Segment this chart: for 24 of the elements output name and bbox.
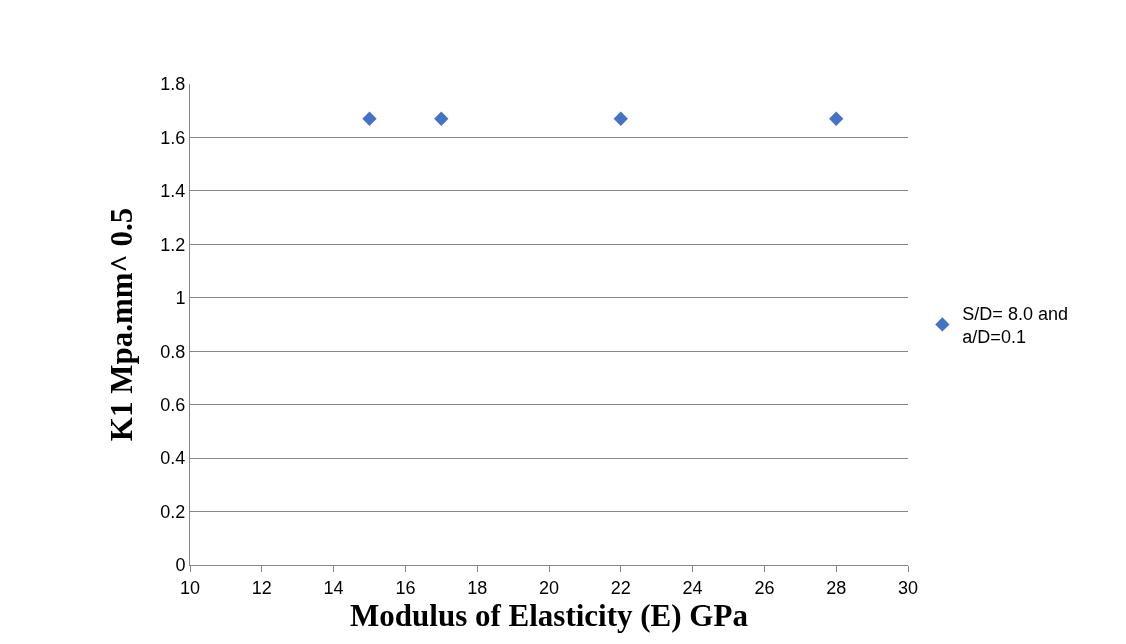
x-tick-label: 30 bbox=[897, 577, 919, 598]
y-tick-label: 1.2 bbox=[160, 234, 186, 255]
x-tick-label: 16 bbox=[395, 577, 416, 598]
x-axis-title: Modulus of Elasticity (E) GPa bbox=[350, 597, 749, 633]
y-tick-label: 1.8 bbox=[160, 74, 186, 95]
y-tick-label: 0.2 bbox=[160, 501, 186, 522]
x-tick-label: 14 bbox=[323, 577, 344, 598]
y-tick-label: 0 bbox=[175, 555, 186, 576]
y-tick-label: 1.4 bbox=[160, 181, 186, 202]
legend-label: S/D= 8.0 and a/D=0.1 bbox=[962, 303, 1068, 348]
y-tick-label: 1 bbox=[175, 288, 186, 309]
x-tick-label: 28 bbox=[826, 577, 847, 598]
x-tick-label: 12 bbox=[251, 577, 272, 598]
x-tick-label: 18 bbox=[467, 577, 488, 598]
x-tick-label: 26 bbox=[754, 577, 775, 598]
y-tick-label: 0.8 bbox=[160, 341, 186, 362]
y-axis-title: K1 Mpa.mm^ 0.5 bbox=[104, 207, 140, 442]
y-tick-label: 1.6 bbox=[160, 127, 186, 148]
x-tick-label: 10 bbox=[179, 577, 201, 598]
x-tick-label: 24 bbox=[682, 577, 703, 598]
y-tick-label: 0.6 bbox=[160, 394, 186, 415]
x-tick-label: 22 bbox=[610, 577, 631, 598]
x-tick-label: 20 bbox=[538, 577, 560, 598]
y-tick-label: 0.4 bbox=[160, 448, 186, 469]
